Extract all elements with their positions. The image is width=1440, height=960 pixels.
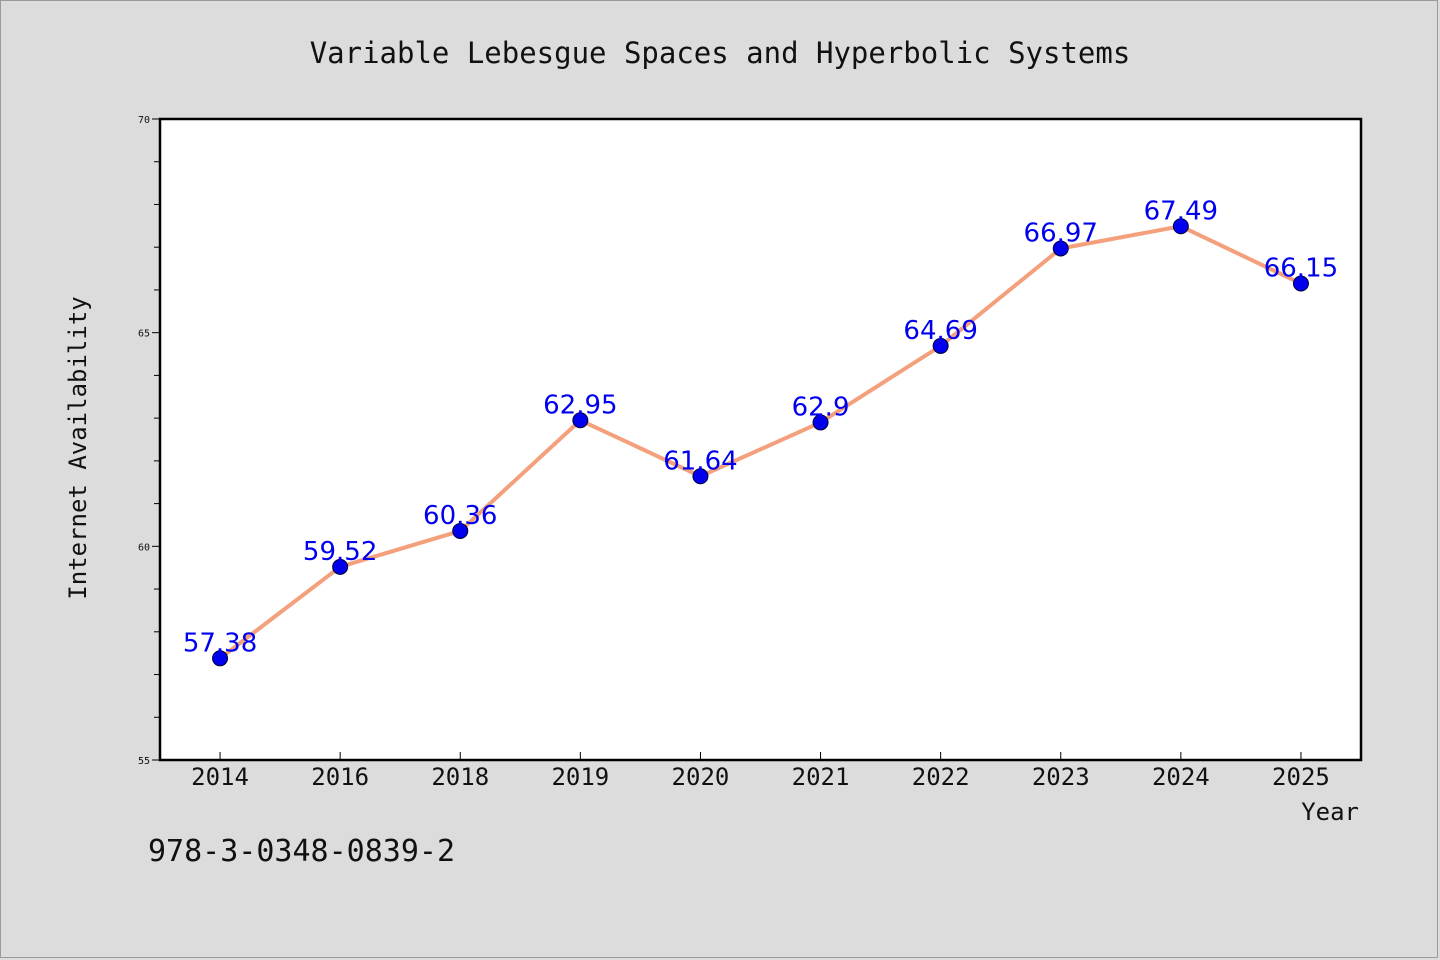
isbn-code: 978-3-0348-0839-2 <box>148 834 456 869</box>
data-label: 57.38 <box>183 628 257 658</box>
series-line <box>218 224 1303 661</box>
data-label: 66.97 <box>1024 218 1098 248</box>
x-tick-label: 2023 <box>1032 763 1090 791</box>
x-tick-label: 2019 <box>551 763 609 791</box>
data-label: 64.69 <box>903 316 977 346</box>
data-label: 66.15 <box>1264 254 1338 284</box>
data-label: 67.49 <box>1144 196 1218 226</box>
x-tick-label: 2014 <box>191 763 249 791</box>
data-point <box>692 468 709 485</box>
data-label: 62.95 <box>543 390 617 420</box>
data-point <box>1292 275 1309 292</box>
x-axis-label: Year <box>1301 798 1359 826</box>
data-label: 59.52 <box>303 537 377 567</box>
y-tick-label: 55 <box>138 756 150 767</box>
data-point <box>572 412 589 429</box>
chart-title: Variable Lebesgue Spaces and Hyperbolic … <box>310 36 1131 70</box>
y-tick-label: 70 <box>138 115 150 126</box>
y-tick-label: 65 <box>138 329 150 340</box>
x-tick-label: 2018 <box>431 763 489 791</box>
data-point <box>1172 218 1189 235</box>
data-point <box>812 414 829 431</box>
data-labels: 57.38 59.52 60.36 62.95 61.64 62.9 64.69 66.97 6… <box>183 196 1338 658</box>
data-label: 60.36 <box>423 501 497 531</box>
data-point <box>452 522 469 539</box>
data-point <box>212 650 229 667</box>
data-point <box>932 337 949 354</box>
x-tick-label: 2021 <box>792 763 850 791</box>
y-tick-label: 60 <box>138 542 150 553</box>
plot-area <box>158 117 1363 762</box>
y-axis-label: Internet Availability <box>64 296 92 599</box>
data-label: 62.9 <box>792 392 850 422</box>
data-label: 61.64 <box>663 446 737 476</box>
x-axis: 2014 2016 2018 2019 2020 2021 2022 2023 2024 2025 <box>191 752 1330 791</box>
x-tick-label: 2022 <box>912 763 970 791</box>
x-tick-label: 2025 <box>1272 763 1330 791</box>
data-point <box>1052 240 1069 257</box>
data-point <box>332 558 349 575</box>
series-internet-availability <box>212 218 1309 667</box>
x-tick-label: 2016 <box>311 763 369 791</box>
y-axis: 55 60 65 70 <box>138 115 160 767</box>
x-tick-label: 2024 <box>1152 763 1210 791</box>
x-tick-label: 2020 <box>672 763 730 791</box>
